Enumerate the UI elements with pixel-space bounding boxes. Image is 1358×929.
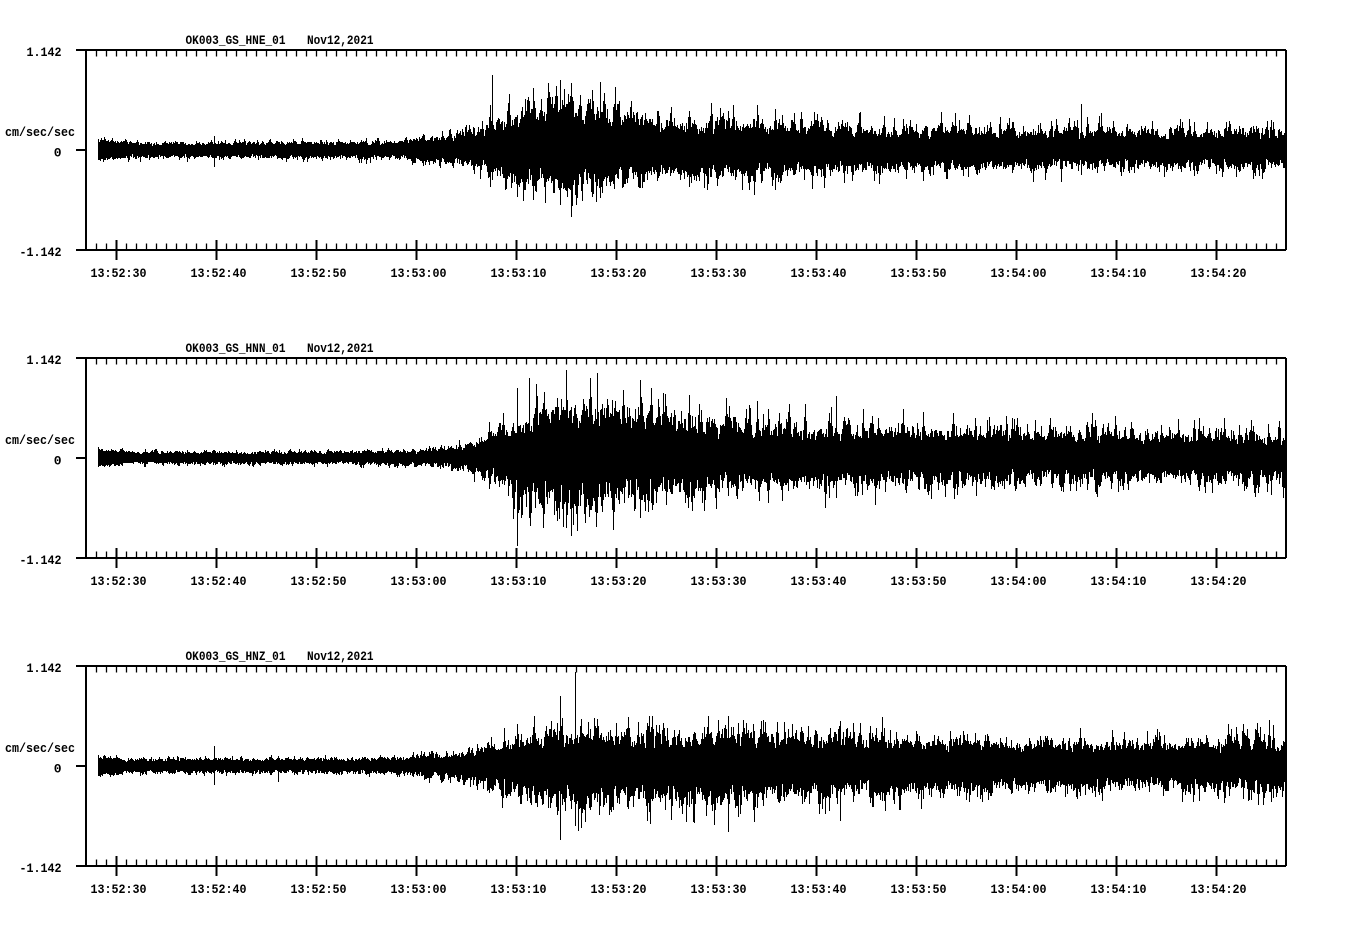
svg-text:13:52:50: 13:52:50 [291,266,347,281]
svg-text:13:53:20: 13:53:20 [591,882,647,897]
svg-text:13:53:20: 13:53:20 [591,574,647,589]
svg-text:13:53:10: 13:53:10 [491,882,547,897]
svg-text:OK003_GS_HNE_01: OK003_GS_HNE_01 [186,33,286,48]
svg-text:13:53:50: 13:53:50 [891,266,947,281]
svg-text:1.142: 1.142 [27,45,62,60]
svg-text:0: 0 [54,454,62,469]
svg-text:Nov12,2021: Nov12,2021 [307,649,374,664]
svg-text:13:52:30: 13:52:30 [91,574,147,589]
svg-text:13:53:00: 13:53:00 [391,882,447,897]
svg-text:0: 0 [54,146,62,161]
svg-text:13:54:00: 13:54:00 [991,882,1047,897]
svg-text:13:52:30: 13:52:30 [91,266,147,281]
svg-text:-1.142: -1.142 [20,553,62,568]
svg-text:OK003_GS_HNZ_01: OK003_GS_HNZ_01 [186,649,286,664]
svg-text:13:53:40: 13:53:40 [791,266,847,281]
svg-text:13:54:20: 13:54:20 [1191,266,1247,281]
svg-text:13:54:20: 13:54:20 [1191,882,1247,897]
svg-text:13:53:50: 13:53:50 [891,882,947,897]
svg-text:13:53:00: 13:53:00 [391,266,447,281]
svg-text:13:54:00: 13:54:00 [991,574,1047,589]
svg-text:1.142: 1.142 [27,353,62,368]
svg-text:13:52:40: 13:52:40 [191,266,247,281]
svg-text:13:53:40: 13:53:40 [791,882,847,897]
svg-text:13:53:30: 13:53:30 [691,266,747,281]
svg-text:Nov12,2021: Nov12,2021 [307,33,374,48]
svg-text:13:53:00: 13:53:00 [391,574,447,589]
svg-text:13:53:20: 13:53:20 [591,266,647,281]
svg-text:13:53:30: 13:53:30 [691,574,747,589]
svg-text:13:54:00: 13:54:00 [991,266,1047,281]
svg-text:0: 0 [54,762,62,777]
svg-text:13:53:50: 13:53:50 [891,574,947,589]
svg-text:13:52:30: 13:52:30 [91,882,147,897]
svg-text:13:54:10: 13:54:10 [1091,574,1147,589]
svg-text:cm/sec/sec: cm/sec/sec [5,125,75,140]
svg-text:13:54:10: 13:54:10 [1091,882,1147,897]
svg-text:13:53:10: 13:53:10 [491,574,547,589]
svg-text:13:53:40: 13:53:40 [791,574,847,589]
svg-text:13:52:40: 13:52:40 [191,574,247,589]
svg-text:13:53:30: 13:53:30 [691,882,747,897]
svg-text:13:52:50: 13:52:50 [291,574,347,589]
svg-text:13:53:10: 13:53:10 [491,266,547,281]
svg-text:-1.142: -1.142 [20,861,62,876]
svg-text:Nov12,2021: Nov12,2021 [307,341,374,356]
svg-text:cm/sec/sec: cm/sec/sec [5,433,75,448]
svg-text:-1.142: -1.142 [20,245,62,260]
svg-text:13:54:20: 13:54:20 [1191,574,1247,589]
svg-text:OK003_GS_HNN_01: OK003_GS_HNN_01 [186,341,286,356]
svg-text:13:52:40: 13:52:40 [191,882,247,897]
svg-text:13:52:50: 13:52:50 [291,882,347,897]
svg-text:13:54:10: 13:54:10 [1091,266,1147,281]
svg-text:cm/sec/sec: cm/sec/sec [5,741,75,756]
svg-text:1.142: 1.142 [27,661,62,676]
